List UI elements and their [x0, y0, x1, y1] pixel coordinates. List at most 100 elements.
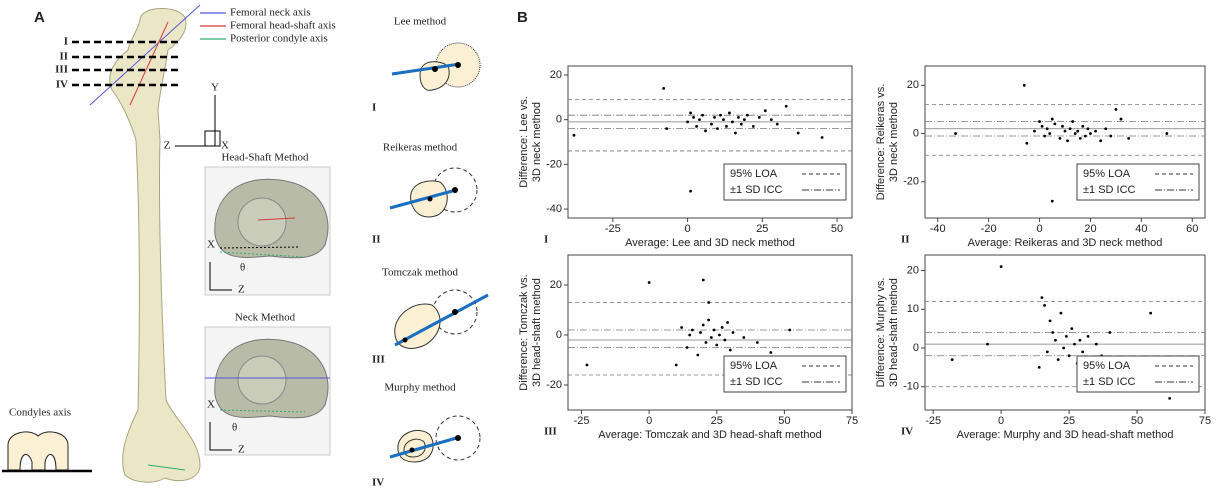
- method-numeral: III: [372, 354, 385, 366]
- point: [691, 328, 694, 332]
- point: [757, 116, 761, 119]
- method-icon: [389, 415, 481, 463]
- point: [742, 336, 746, 339]
- point: [699, 331, 702, 334]
- level-label: III: [55, 64, 68, 76]
- point: [1127, 136, 1131, 140]
- legend-label: 95% LOA: [730, 168, 778, 180]
- point: [698, 118, 701, 122]
- point: [704, 341, 708, 344]
- point: [1089, 132, 1092, 135]
- legend-label: 95% LOA: [1083, 168, 1131, 180]
- method-name: Lee method: [394, 16, 447, 28]
- point: [1086, 127, 1090, 131]
- point: [731, 120, 734, 124]
- point: [1051, 331, 1055, 334]
- x-axis-label: Average: Tomczak and 3D head-shaft metho…: [598, 429, 821, 441]
- plot-numeral: III: [544, 426, 557, 438]
- y-tick-label: 0: [913, 127, 919, 139]
- point: [715, 343, 719, 347]
- point: [1078, 136, 1082, 140]
- point: [788, 328, 792, 332]
- x-tick-label: 25: [1063, 415, 1075, 427]
- point: [769, 351, 773, 354]
- point: [1059, 311, 1063, 315]
- point: [1094, 129, 1097, 133]
- axis: [219, 246, 301, 249]
- y-tick-label: 20: [550, 279, 562, 291]
- point: [1149, 311, 1153, 315]
- x-tick-label: 25: [756, 223, 768, 235]
- level-lines: [72, 40, 182, 87]
- point: [696, 353, 700, 357]
- y-tick-label: -20: [546, 379, 562, 391]
- axis-z: Z: [164, 140, 171, 152]
- plot-numeral: IV: [901, 426, 913, 438]
- point: [1043, 134, 1047, 138]
- point: [1037, 365, 1041, 369]
- method-icon: [394, 289, 489, 349]
- x-tick-label: -25: [605, 223, 621, 235]
- method-icon: [391, 42, 481, 91]
- panel-label: A: [34, 9, 45, 26]
- x-tick-label: -40: [930, 223, 946, 235]
- point: [1061, 124, 1064, 128]
- point: [1083, 134, 1087, 138]
- point: [662, 86, 666, 90]
- x-tick-label: 50: [1131, 415, 1143, 427]
- y-axis-label: Difference: Murphy vs.: [875, 278, 887, 388]
- point: [1033, 129, 1036, 133]
- point: [689, 111, 692, 115]
- point: [950, 358, 954, 362]
- x-tick-label: -25: [925, 415, 941, 427]
- y-axis-label: Difference: Lee vs.: [518, 96, 530, 188]
- point: [1050, 117, 1054, 121]
- angle: θ: [240, 262, 245, 274]
- point: [1056, 358, 1060, 362]
- point: [710, 122, 713, 126]
- point: [1078, 338, 1082, 342]
- coord-axes: [175, 95, 221, 147]
- point: [1165, 132, 1169, 135]
- legend-label: ±1 SD ICC: [730, 376, 783, 388]
- point: [1114, 108, 1118, 111]
- point: [707, 301, 711, 304]
- point: [1168, 396, 1172, 400]
- x-axis-label: Average: Murphy and 3D head-shaft method: [957, 429, 1174, 441]
- method-numeral: I: [372, 102, 376, 114]
- point: [713, 116, 716, 119]
- axis-x: X: [221, 140, 229, 152]
- point: [688, 333, 692, 337]
- point: [1086, 334, 1090, 338]
- y-axis-label: Difference: Tomczak vs.: [518, 274, 530, 390]
- y-tick-label: -10: [903, 381, 919, 393]
- point: [1050, 199, 1054, 203]
- point: [784, 104, 788, 108]
- femur: [109, 8, 201, 483]
- axis-z: Z: [238, 284, 245, 296]
- point: [726, 321, 729, 324]
- y-axis-label: 3D head-shaft method: [531, 278, 543, 387]
- y-axis-label: 3D neck method: [888, 102, 900, 182]
- y-tick-label: 20: [550, 69, 562, 81]
- level-label: IV: [56, 79, 68, 91]
- legend-label: Femoral head-shaft axis: [230, 20, 336, 32]
- point: [742, 118, 746, 122]
- point: [796, 131, 800, 135]
- point: [731, 331, 735, 334]
- y-tick-label: 0: [556, 329, 562, 341]
- legend-label: ±1 SD ICC: [1083, 376, 1136, 388]
- plot-numeral: II: [901, 234, 910, 246]
- point: [720, 326, 724, 329]
- point: [718, 333, 721, 337]
- point: [1048, 132, 1052, 135]
- point: [692, 116, 695, 119]
- point: [1053, 122, 1057, 126]
- point: [769, 118, 773, 122]
- point: [1073, 132, 1077, 135]
- axis-x: X: [207, 399, 215, 411]
- axis-z: Z: [238, 444, 245, 456]
- x-tick-label: -20: [981, 223, 997, 235]
- method-name: Reikeras method: [383, 142, 458, 154]
